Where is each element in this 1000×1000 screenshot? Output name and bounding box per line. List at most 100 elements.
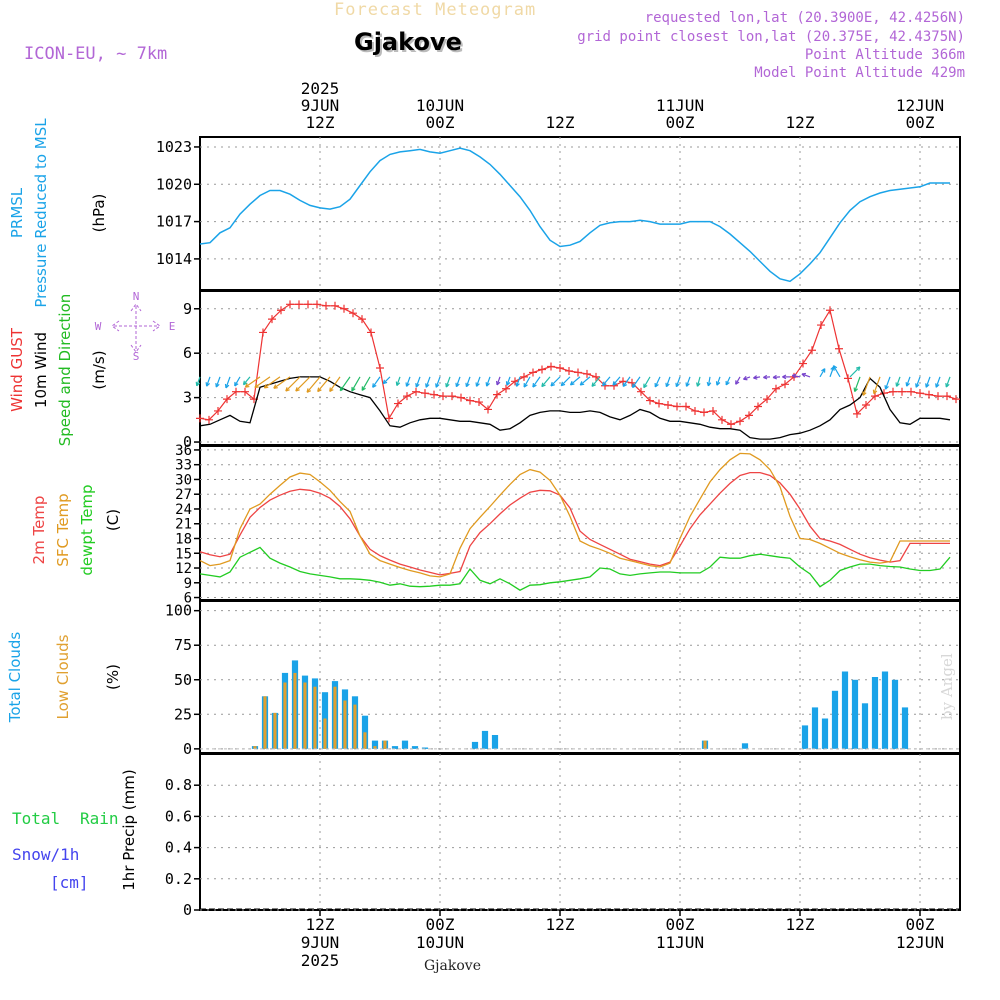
y-tick-label: 33 xyxy=(175,458,192,474)
gust-marker xyxy=(520,372,528,381)
chart-title: Forecast Meteogram xyxy=(334,0,537,20)
time-label-bottom: 00Z xyxy=(426,915,455,934)
wind-arrow xyxy=(372,376,381,388)
wind-arrow-head xyxy=(415,382,420,388)
gust-marker xyxy=(475,398,483,407)
point-altitude: Point Altitude 366m xyxy=(804,47,965,63)
wind-arrow-head xyxy=(495,380,501,386)
wind-arrow xyxy=(945,376,951,388)
wind-arrow-head xyxy=(405,382,410,387)
cloud-bar-low xyxy=(303,682,307,749)
gust-marker xyxy=(493,390,501,399)
y-tick-label: 6 xyxy=(184,591,192,607)
wind-arrow xyxy=(506,376,511,386)
label-pressure-unit: (hPa) xyxy=(90,194,108,233)
compass-n: N xyxy=(133,290,140,303)
gust-marker xyxy=(727,420,735,429)
cloud-bar-total xyxy=(811,707,819,749)
label-rain: Rain xyxy=(80,809,119,828)
wind-arrow-head xyxy=(915,383,920,388)
wind-arrow-head xyxy=(244,383,250,388)
time-label-top: 12Z xyxy=(786,113,815,132)
series-line-prmsl xyxy=(199,147,950,283)
wind-arrow xyxy=(849,366,861,378)
wind-arrow-head xyxy=(853,387,858,392)
series-line-dewpt xyxy=(199,546,951,591)
time-label-top: 00Z xyxy=(666,113,695,132)
wind-arrow-head xyxy=(945,382,950,388)
gust-marker xyxy=(439,392,447,401)
requested-coords: requested lon,lat (20.3900E, 42.4256N) xyxy=(644,10,965,26)
wind-arrow-head xyxy=(285,387,290,392)
wind-arrow xyxy=(832,365,841,378)
wind-arrow-head xyxy=(215,382,220,388)
model-altitude: Model Point Altitude 429m xyxy=(754,65,965,81)
y-tick-label: 18 xyxy=(175,531,192,547)
wind-arrow xyxy=(475,376,481,387)
panel-frame-wind xyxy=(199,290,961,446)
gust-marker xyxy=(763,395,771,404)
wind-arrow xyxy=(622,376,631,387)
gust-marker xyxy=(484,405,492,414)
wind-arrow xyxy=(654,376,661,388)
label-dewpt-temp: dewpt Temp xyxy=(78,484,96,575)
gust-marker xyxy=(529,368,537,377)
time-label-top: 12JUN xyxy=(896,96,944,115)
cloud-bar-total xyxy=(851,679,859,749)
wind-arrow-head xyxy=(791,373,797,379)
wind-arrow xyxy=(254,376,271,388)
cloud-bar-total xyxy=(821,718,829,749)
time-label-bottom: 10JUN xyxy=(416,933,464,952)
gust-marker xyxy=(853,409,861,418)
wind-arrow-head xyxy=(505,381,511,386)
wind-arrow xyxy=(935,376,941,388)
wind-arrow xyxy=(612,376,621,386)
wind-arrow-head xyxy=(884,385,889,390)
wind-arrow xyxy=(496,376,501,386)
wind-arrow-head xyxy=(675,382,680,388)
cloud-bar-low xyxy=(293,672,297,749)
wind-arrow-head xyxy=(382,379,388,385)
time-label-top: 00Z xyxy=(426,113,455,132)
gust-marker xyxy=(430,390,438,399)
label-wind-gust: Wind GUST xyxy=(8,327,26,412)
gust-marker xyxy=(502,384,510,393)
wind-arrow-head xyxy=(541,382,546,388)
wind-arrow-head xyxy=(925,383,930,388)
wind-arrow xyxy=(862,376,871,396)
series-line-wind xyxy=(199,376,951,440)
wind-arrow-head xyxy=(935,383,940,388)
label-low-clouds: Low Clouds xyxy=(54,634,72,719)
wind-arrow xyxy=(435,376,441,388)
gust-marker xyxy=(394,399,402,408)
wind-arrow xyxy=(665,376,671,387)
wind-arrow xyxy=(396,376,401,386)
compass-s: S xyxy=(133,350,140,363)
time-label-top: 12Z xyxy=(306,113,335,132)
series-line-temp2m xyxy=(199,471,950,576)
cloud-bar-total xyxy=(401,740,409,749)
model-name: ICON-EU, ~ 7km xyxy=(24,44,168,64)
wind-arrow xyxy=(415,376,421,388)
cloud-bar-total xyxy=(801,725,809,749)
gust-marker xyxy=(682,402,690,411)
cloud-bar-total xyxy=(371,740,379,749)
wind-arrow-head xyxy=(485,382,490,387)
wind-arrow xyxy=(602,376,611,387)
gust-marker xyxy=(421,389,429,398)
wind-arrow-head xyxy=(532,382,537,388)
wind-arrow xyxy=(906,376,911,387)
time-label-top: 00Z xyxy=(906,113,935,132)
grid-point-coords: grid point closest lon,lat (20.375E, 42.… xyxy=(577,29,965,45)
footer-location: Gjakove xyxy=(424,958,481,974)
gust-marker xyxy=(952,395,960,404)
y-tick-label: 1014 xyxy=(156,250,192,268)
label-pressure-msl: Pressure Reduced to MSL xyxy=(32,118,50,308)
wind-arrow-head xyxy=(445,382,450,388)
gust-marker xyxy=(655,399,663,408)
time-label-bottom: 00Z xyxy=(906,915,935,934)
wind-arrow xyxy=(854,376,861,392)
wind-arrow-head xyxy=(782,374,787,380)
time-label-top: 2025 xyxy=(301,79,340,98)
wind-arrow-head xyxy=(455,382,460,388)
